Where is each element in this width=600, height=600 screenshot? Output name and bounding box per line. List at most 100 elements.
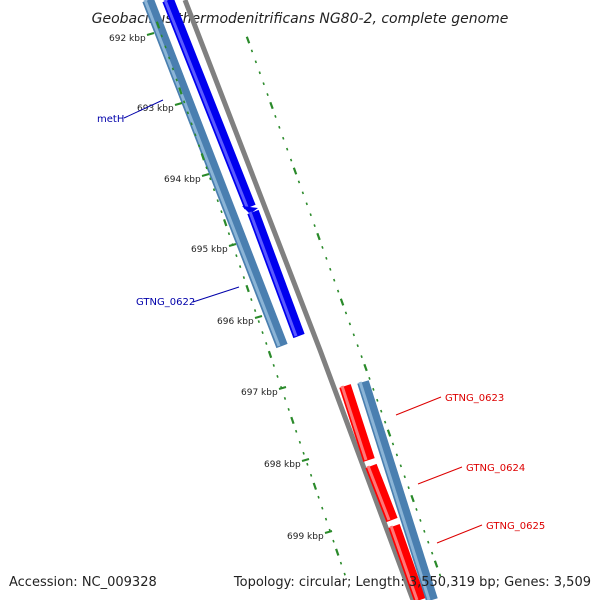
ruler-right-mark [266, 93, 269, 97]
gene-GTNG_0623-feature[interactable] [339, 384, 375, 462]
tick-label: 694 kbp [164, 175, 201, 185]
ruler-right-mark [336, 289, 340, 293]
ruler-right-mark [352, 333, 355, 337]
ruler-left-mark [160, 34, 163, 38]
ruler-right-mark [383, 420, 387, 424]
tick-mark [228, 243, 237, 247]
tick-label: 697 kbp [241, 388, 278, 398]
ruler-right-mark [258, 71, 261, 75]
ruler-left-mark [245, 284, 250, 293]
ruler-left-mark [335, 548, 340, 556]
cds-bar-reverse [357, 380, 438, 600]
ruler-right-mark [313, 224, 316, 228]
ruler-left-mark [324, 517, 328, 521]
ruler-right-mark [254, 60, 258, 64]
ruler-right-mark [399, 464, 402, 468]
ruler-left-mark [339, 561, 343, 565]
ruler-left-mark [317, 495, 320, 499]
tick-mark [201, 173, 210, 177]
gene-label-metH[interactable]: metH [97, 114, 124, 125]
ruler-left-mark [312, 482, 317, 490]
ruler-right [245, 36, 442, 577]
ruler-left-mark [223, 219, 228, 227]
gene-GTNG_0624-feature[interactable] [365, 463, 398, 523]
ruler-left [155, 21, 346, 576]
ruler-left-mark [205, 166, 208, 170]
ruler-left-mark [257, 320, 260, 323]
ruler-right-mark [274, 114, 277, 118]
ruler-left-mark [276, 375, 279, 378]
tick-mark [254, 315, 263, 319]
ruler-right-mark [372, 387, 375, 391]
ruler-left-mark [197, 144, 201, 148]
gene-leader-line [192, 286, 240, 303]
ruler-right-mark [410, 494, 415, 503]
gene-label-GTNG_0622[interactable]: GTNG_0622 [136, 297, 195, 308]
ruler-left-mark [253, 309, 257, 312]
ruler-left-mark [298, 440, 302, 444]
ruler-right-mark [333, 278, 336, 282]
gene-label-GTNG_0624[interactable]: GTNG_0624 [466, 463, 525, 474]
gene-metH-feature[interactable] [162, 0, 258, 214]
ruler-left-mark [168, 56, 171, 60]
ruler-left-mark [220, 210, 223, 214]
ruler-right-mark [376, 398, 379, 402]
ruler-left-mark [194, 133, 197, 137]
ruler-right-mark [292, 167, 298, 175]
cds-bar-forward [142, 0, 288, 349]
gene-label-GTNG_0623[interactable]: GTNG_0623 [445, 393, 504, 404]
ruler-right-mark [363, 363, 368, 372]
ruler-right-mark [316, 232, 321, 241]
ruler-right-mark [380, 409, 383, 413]
tick-label: 695 kbp [191, 245, 228, 255]
ruler-right-mark [339, 298, 345, 306]
ruler-right-mark [309, 213, 312, 217]
gene-label-GTNG_0625[interactable]: GTNG_0625 [486, 521, 545, 532]
ruler-left-mark [295, 429, 298, 433]
ruler-right-mark [415, 508, 418, 511]
ruler-right-mark [433, 560, 439, 568]
ruler-right-mark [321, 245, 324, 249]
gene-GTNG_0625-feature[interactable] [388, 524, 426, 600]
tick-label: 699 kbp [287, 532, 324, 542]
ruler-left-mark [216, 199, 219, 203]
ruler-right-mark [289, 158, 293, 162]
cds-bar-reverse-highlight [358, 381, 431, 600]
ruler-right-mark [344, 311, 348, 315]
tick-label: 693 kbp [137, 104, 174, 114]
genome-summary-text: Topology: circular; Length: 3,550,319 bp… [233, 575, 591, 590]
ruler-left-mark [238, 265, 242, 269]
tick-label: 692 kbp [109, 34, 146, 44]
gene-leader-line [417, 466, 463, 485]
ruler-right-mark [403, 475, 406, 479]
ruler-right-mark [386, 429, 392, 437]
ruler-left-mark [306, 462, 309, 466]
ruler-right-mark [250, 49, 254, 53]
ruler-left-mark [164, 45, 167, 49]
ruler-left-mark [343, 572, 346, 576]
ruler-left-mark [209, 177, 212, 181]
ruler-left-mark [283, 396, 287, 400]
ruler-left-mark [242, 276, 246, 280]
ruler-left-mark [302, 451, 305, 455]
ruler-right-mark [419, 518, 422, 522]
ruler-left-mark [171, 67, 175, 71]
ruler-left-mark [155, 21, 161, 29]
ruler-right-mark [348, 322, 352, 326]
ruler-left-mark [287, 407, 290, 411]
gene-leader-line [436, 524, 483, 544]
ruler-right-mark [286, 147, 289, 151]
ruler-right-mark [423, 529, 426, 533]
cds-bar-forward-highlight [143, 0, 281, 347]
ruler-right-mark [438, 573, 442, 577]
ruler-left-mark [186, 111, 190, 115]
ruler-right-mark [245, 36, 251, 44]
gene-GTNG_0622-feature[interactable] [247, 209, 305, 339]
tick-mark [146, 32, 155, 36]
ruler-left-mark [227, 232, 231, 236]
ruler-left-mark [182, 100, 186, 104]
ruler-left-mark [272, 364, 275, 367]
ruler-left-mark [261, 331, 264, 334]
ruler-left-mark [265, 342, 268, 345]
